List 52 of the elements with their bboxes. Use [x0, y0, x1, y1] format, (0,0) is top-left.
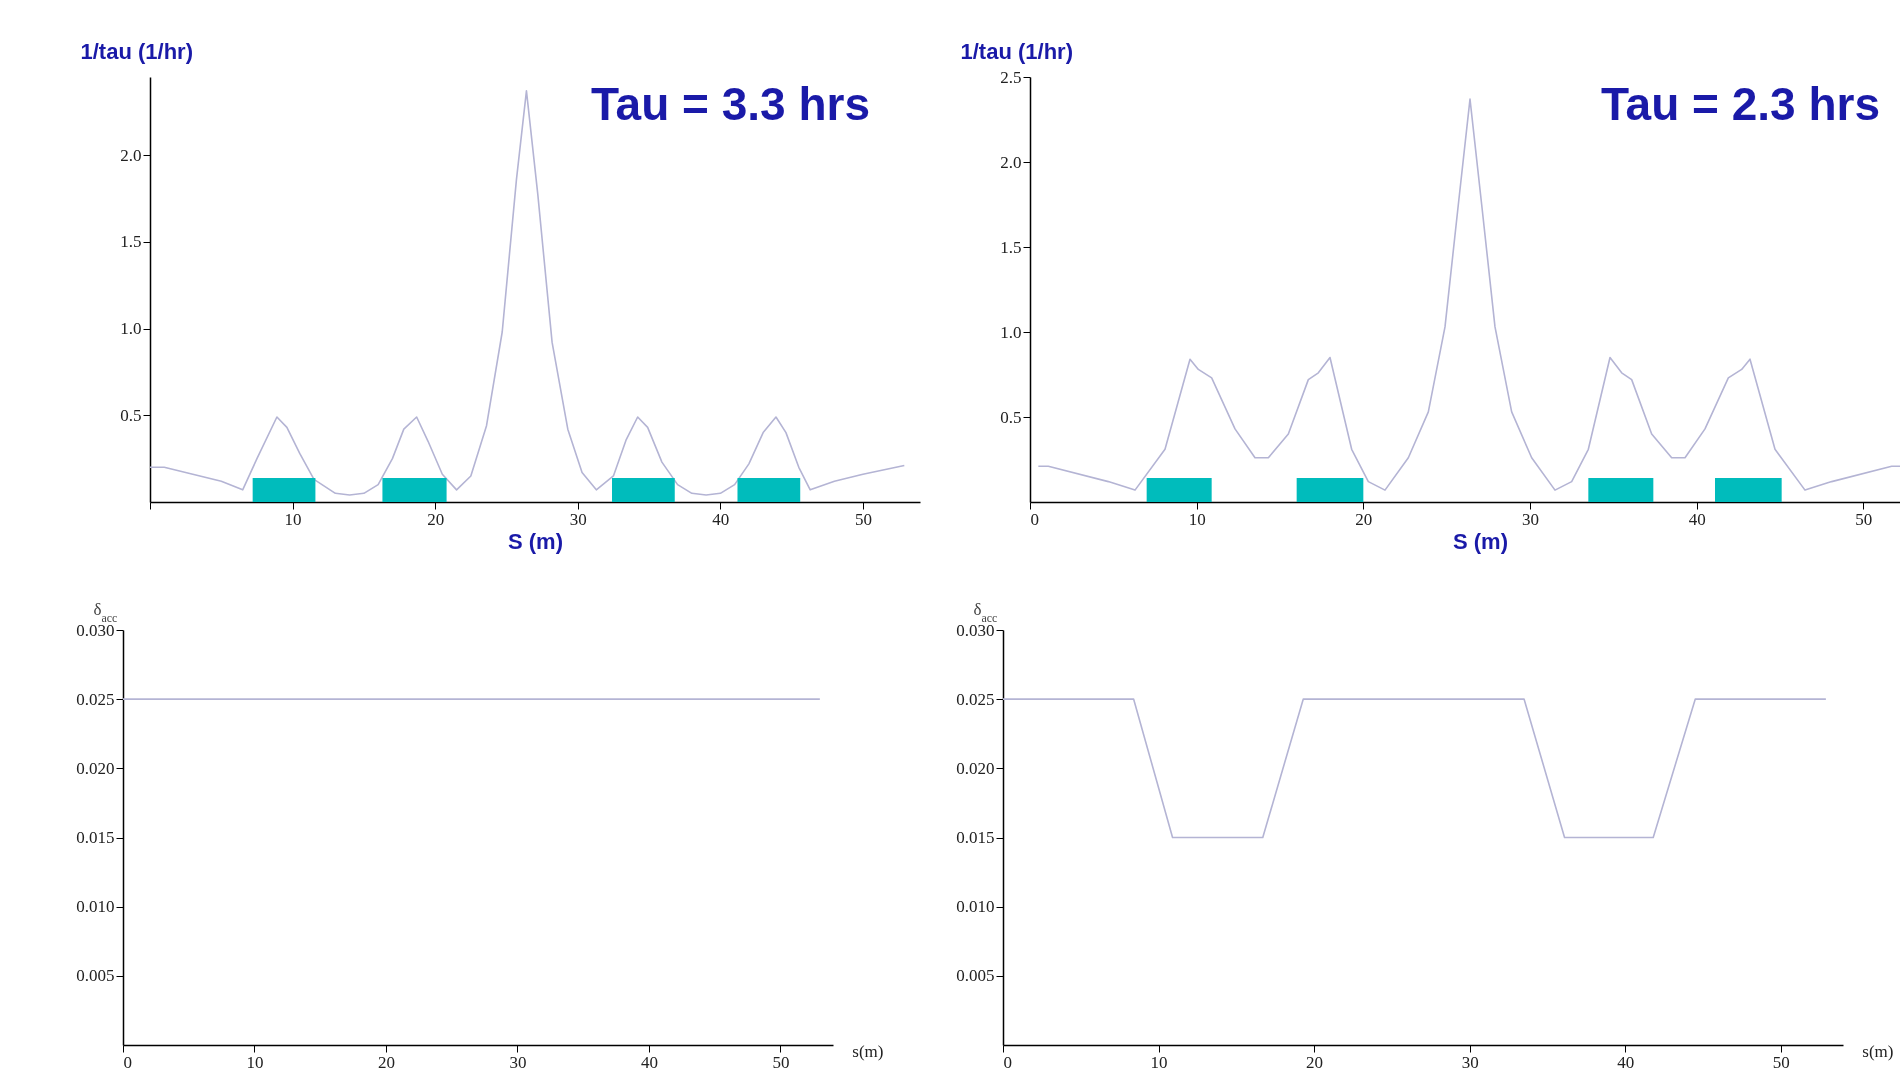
x-tick-label: 30	[1461, 1052, 1479, 1072]
y-tick-label: 0.020	[956, 758, 995, 778]
x-tick-label: 50	[772, 1052, 790, 1072]
y-tick-label: 0.025	[956, 689, 995, 709]
x-tick-label: 0	[123, 1052, 132, 1072]
y-axis-title: δ$_{acc}$	[93, 599, 118, 625]
y-tick-label: 1.5	[1000, 237, 1022, 257]
y-axis-title: δ$_{acc}$	[973, 599, 998, 625]
x-tick-label: 30	[509, 1052, 527, 1072]
y-tick-label: 2.0	[120, 145, 142, 165]
x-axis-title: s(m)	[1862, 1041, 1894, 1061]
y-tick-label: 0.015	[76, 828, 115, 847]
y-tick-label: 1.0	[120, 319, 142, 339]
y-tick-label: 0.025	[76, 689, 115, 709]
x-tick-label: 20	[427, 509, 445, 529]
x-tick-label: 10	[284, 509, 302, 529]
x-tick-label: 40	[640, 1052, 658, 1072]
y-axis-title: 1/tau (1/hr)	[960, 38, 1073, 64]
x-tick-label: 0	[1030, 509, 1039, 529]
y-tick-label: 0.010	[956, 897, 995, 917]
x-tick-label: 40	[712, 509, 730, 529]
y-tick-label: 1.5	[120, 232, 142, 252]
x-tick-label: 0	[1003, 1052, 1012, 1072]
x-axis-title: S (m)	[508, 528, 563, 554]
x-tick-label: 30	[1522, 509, 1539, 529]
y-tick-label: 2.5	[1000, 67, 1022, 87]
x-tick-label: 30	[569, 509, 587, 529]
y-tick-label: 0.005	[956, 966, 995, 986]
x-tick-label: 50	[1855, 509, 1873, 529]
y-tick-label: 0.015	[956, 828, 995, 847]
x-tick-label: 20	[377, 1052, 395, 1072]
chart-title: Tau = 2.3 hrs	[1600, 78, 1880, 130]
y-tick-label: 2.0	[1000, 152, 1022, 172]
y-tick-label: 0.010	[76, 897, 115, 917]
y-tick-label: 1.0	[1000, 322, 1022, 342]
y-axis-title: 1/tau (1/hr)	[80, 38, 193, 64]
x-tick-label: 10	[246, 1052, 264, 1072]
y-tick-label: 0.5	[1000, 407, 1022, 427]
x-tick-label: 50	[854, 509, 872, 529]
chart-title: Tau = 3.3 hrs	[590, 78, 870, 130]
x-axis-title: S (m)	[1453, 528, 1508, 554]
y-tick-label: 0.020	[76, 758, 115, 778]
x-tick-label: 20	[1355, 509, 1373, 529]
x-tick-label: 20	[1306, 1052, 1324, 1072]
x-axis-title: s(m)	[852, 1041, 884, 1061]
x-tick-label: 10	[1150, 1052, 1168, 1072]
x-tick-label: 10	[1188, 509, 1206, 529]
y-tick-label: 0.5	[120, 405, 142, 425]
x-tick-label: 40	[1617, 1052, 1635, 1072]
x-tick-label: 40	[1688, 509, 1706, 529]
y-tick-label: 0.005	[76, 966, 115, 986]
x-tick-label: 50	[1772, 1052, 1790, 1072]
